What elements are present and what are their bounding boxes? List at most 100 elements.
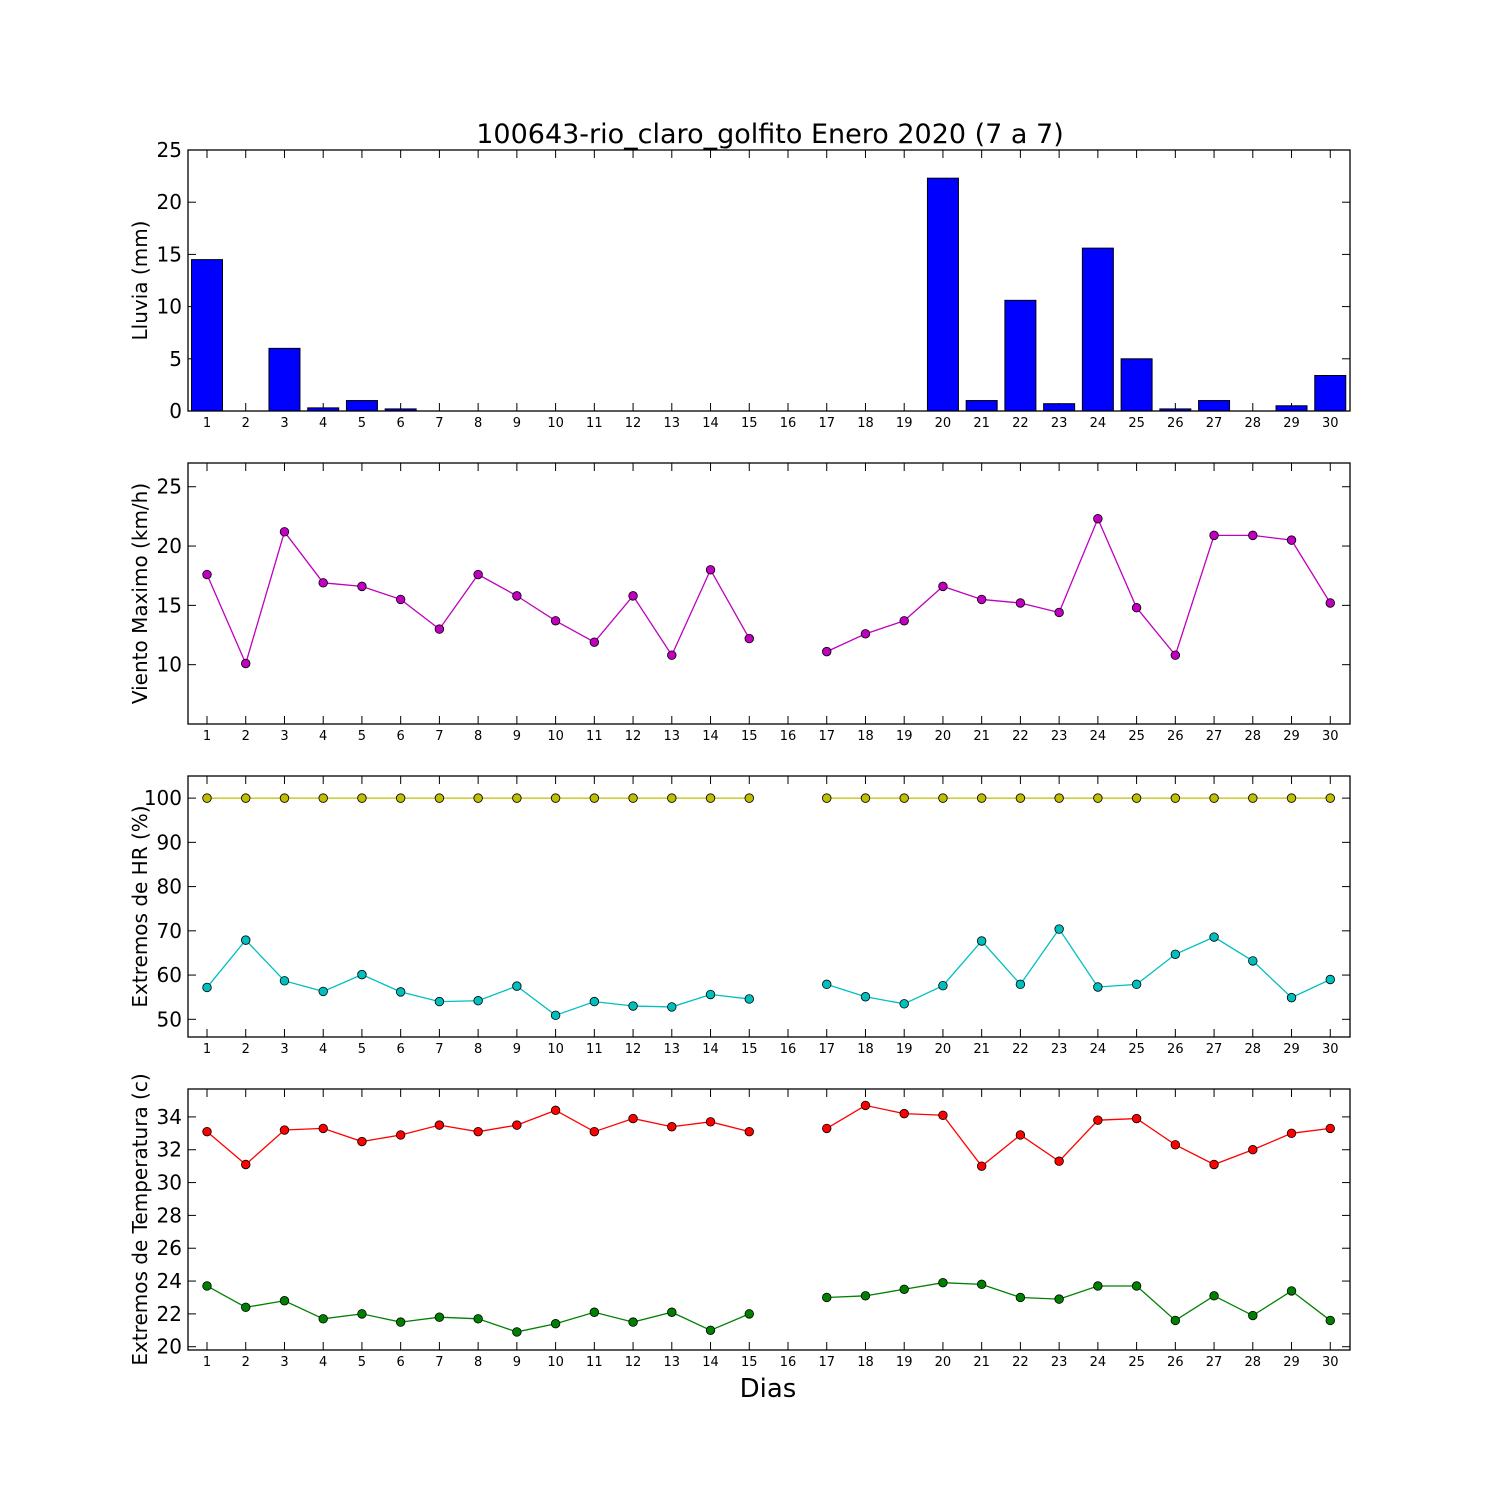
data-point <box>279 527 290 537</box>
data-point <box>589 793 600 803</box>
x-tick-label: 18 <box>857 1042 874 1057</box>
data-point <box>202 793 212 803</box>
data-point <box>1325 974 1335 985</box>
plot-frame <box>187 462 1351 725</box>
x-tick-label: 6 <box>397 729 405 744</box>
data-point <box>550 1105 561 1116</box>
data-point <box>1170 1140 1181 1150</box>
x-tick-label: 25 <box>1128 729 1145 744</box>
x-tick-label: 3 <box>280 1355 288 1370</box>
data-point <box>241 793 251 803</box>
series-line <box>826 927 1331 1005</box>
data-point <box>589 996 600 1007</box>
x-tick-label: 15 <box>741 1042 758 1057</box>
data-point <box>589 637 600 647</box>
data-point <box>473 996 483 1006</box>
x-tick-label: 17 <box>818 729 835 744</box>
x-tick-label: 16 <box>780 729 797 744</box>
data-point <box>395 987 406 997</box>
data-point <box>1170 949 1181 959</box>
data-point <box>822 793 832 803</box>
x-tick-label: 21 <box>973 1042 990 1057</box>
x-tick-label: 13 <box>664 416 681 431</box>
x-tick-label: 30 <box>1322 416 1339 431</box>
data-point <box>1015 979 1026 990</box>
data-point <box>1209 530 1219 541</box>
x-tick-label: 3 <box>280 416 288 431</box>
plot-frame <box>187 1088 1351 1351</box>
y-axis-label: Viento Maximo (km/h) <box>128 483 152 704</box>
data-point <box>899 999 909 1009</box>
x-tick-label: 30 <box>1322 1042 1339 1057</box>
y-tick-label: 15 <box>157 242 182 266</box>
data-point <box>279 976 290 986</box>
x-tick-label: 26 <box>1167 729 1184 744</box>
bar <box>1004 299 1037 412</box>
data-point <box>550 793 561 803</box>
data-point <box>1131 1281 1142 1291</box>
x-tick-label: 24 <box>1090 1355 1107 1370</box>
x-tick-label: 8 <box>474 729 482 744</box>
data-point <box>822 1292 832 1303</box>
y-tick-label: 70 <box>157 919 182 943</box>
data-point <box>860 793 871 803</box>
x-tick-label: 26 <box>1167 416 1184 431</box>
data-point <box>860 1291 871 1301</box>
data-point <box>976 1161 987 1171</box>
data-point <box>938 1110 948 1120</box>
x-tick-label: 24 <box>1090 416 1107 431</box>
y-tick-label: 90 <box>157 830 182 854</box>
data-point <box>1131 793 1142 803</box>
x-tick-label: 4 <box>319 1042 327 1057</box>
data-point <box>1054 1156 1064 1166</box>
x-tick-label: 19 <box>896 416 913 431</box>
data-point <box>1325 1315 1335 1326</box>
x-tick-label: 15 <box>741 1355 758 1370</box>
x-tick-label: 14 <box>702 729 719 744</box>
y-tick-label: 25 <box>157 475 182 499</box>
data-point <box>705 1117 716 1127</box>
data-point <box>1131 603 1142 613</box>
data-point <box>667 793 677 803</box>
data-point <box>860 992 871 1002</box>
x-tick-label: 2 <box>242 1355 250 1370</box>
x-tick-label: 12 <box>625 729 642 744</box>
data-point <box>1170 1315 1181 1326</box>
data-point <box>628 1113 638 1124</box>
x-tick-label: 6 <box>397 1355 405 1370</box>
data-point <box>1054 607 1064 618</box>
x-tick-label: 23 <box>1051 416 1068 431</box>
y-tick-label: 5 <box>169 347 182 371</box>
x-tick-label: 2 <box>242 1042 250 1057</box>
x-tick-label: 28 <box>1245 416 1262 431</box>
x-tick-label: 4 <box>319 1355 327 1370</box>
x-tick-label: 19 <box>896 1355 913 1370</box>
data-point <box>1015 1130 1026 1140</box>
data-point <box>628 793 638 803</box>
data-point <box>1093 982 1103 992</box>
data-point <box>822 979 832 990</box>
data-point <box>318 793 328 803</box>
series-line <box>826 517 1331 657</box>
x-tick-label: 10 <box>547 416 564 431</box>
y-tick-label: 10 <box>157 653 182 677</box>
x-tick-label: 7 <box>435 1355 443 1370</box>
series-line <box>206 1109 750 1166</box>
data-point <box>357 1136 367 1147</box>
x-tick-label: 25 <box>1128 1042 1145 1057</box>
data-point <box>434 1120 445 1130</box>
data-point <box>1093 514 1103 524</box>
x-tick-label: 1 <box>203 416 211 431</box>
x-tick-label: 24 <box>1090 1042 1107 1057</box>
x-tick-label: 11 <box>586 416 603 431</box>
data-point <box>1286 992 1297 1003</box>
data-point <box>1131 1113 1142 1124</box>
bar <box>1120 358 1153 412</box>
x-tick-label: 29 <box>1283 729 1300 744</box>
x-tick-label: 3 <box>280 1042 288 1057</box>
data-point <box>1248 956 1258 966</box>
data-point <box>1093 1115 1103 1125</box>
x-tick-label: 9 <box>513 416 521 431</box>
